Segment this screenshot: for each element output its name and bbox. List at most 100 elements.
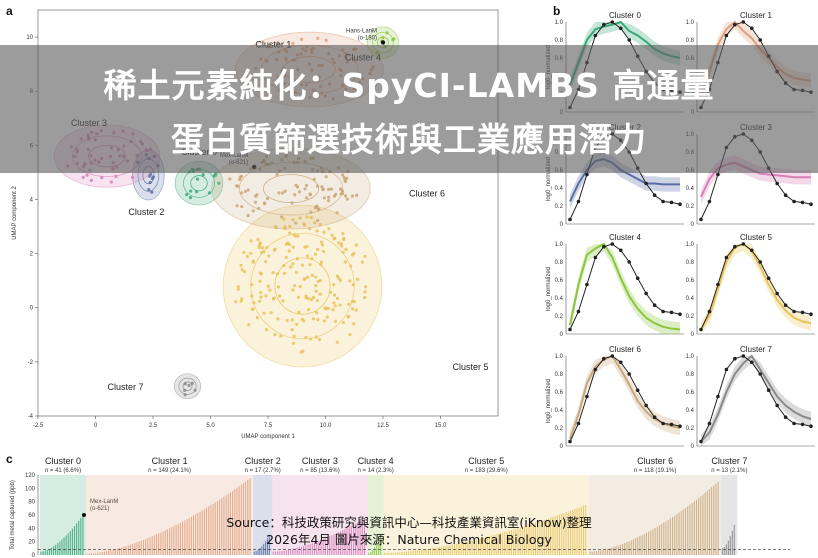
umap-point bbox=[283, 271, 287, 275]
bar-cluster-label: Cluster 1 bbox=[152, 456, 188, 466]
umap-point bbox=[291, 41, 295, 46]
reference-point bbox=[652, 303, 657, 308]
umap-point bbox=[217, 181, 221, 185]
umap-point bbox=[304, 196, 309, 200]
umap-point bbox=[288, 224, 292, 229]
reference-point bbox=[610, 242, 615, 246]
umap-point bbox=[89, 178, 93, 183]
umap-point bbox=[354, 308, 359, 312]
reference-point bbox=[766, 276, 771, 281]
umap-point bbox=[293, 193, 297, 197]
bar-cluster-count: n = 13 (2.1%) bbox=[711, 468, 747, 474]
reference-line bbox=[700, 355, 812, 442]
reference-point bbox=[800, 200, 805, 205]
umap-point bbox=[286, 241, 290, 245]
umap-point bbox=[276, 41, 280, 45]
umap-point bbox=[308, 192, 312, 196]
umap-point bbox=[249, 239, 253, 243]
subplot-y-tick-label: 0.8 bbox=[686, 260, 695, 266]
umap-point bbox=[324, 175, 328, 179]
umap-point bbox=[326, 187, 331, 191]
umap-point bbox=[246, 188, 250, 192]
umap-point bbox=[319, 240, 324, 244]
bar-cluster-label: Cluster 3 bbox=[302, 456, 338, 466]
bar-group-cluster-3: Cluster 3 n = 85 (13.6%) bbox=[272, 456, 368, 555]
umap-point bbox=[284, 255, 288, 260]
umap-point bbox=[238, 177, 242, 182]
reference-point bbox=[724, 255, 729, 260]
umap-point bbox=[335, 340, 339, 344]
umap-point bbox=[341, 232, 345, 236]
umap-point bbox=[257, 244, 261, 248]
reference-point bbox=[627, 260, 632, 264]
bar-group-cluster-0: Cluster 0 n = 41 (6.6%) bbox=[40, 456, 87, 555]
umap-point bbox=[319, 260, 324, 264]
reference-point bbox=[661, 309, 665, 314]
umap-point bbox=[249, 251, 253, 256]
umap-point bbox=[309, 216, 313, 220]
cluster-background-band bbox=[253, 475, 273, 555]
reference-point bbox=[783, 303, 788, 308]
umap-point bbox=[363, 290, 367, 294]
umap-point bbox=[239, 299, 243, 303]
subplot-y-tick-label: 1.0 bbox=[686, 354, 695, 360]
umap-point bbox=[315, 184, 320, 188]
reference-point bbox=[792, 199, 796, 204]
reference-point bbox=[707, 309, 712, 314]
umap-point bbox=[258, 241, 262, 245]
reference-point bbox=[766, 388, 771, 393]
subplot-y-tick-label: 0.6 bbox=[555, 278, 564, 284]
y-tick-label: 2 bbox=[30, 252, 34, 258]
reference-point bbox=[568, 217, 572, 222]
umap-point bbox=[338, 303, 342, 307]
umap-point bbox=[292, 233, 296, 237]
panel-label-a: a bbox=[6, 4, 13, 18]
bar-group-cluster-6: Cluster 6 n = 118 (19.1%) bbox=[588, 456, 722, 555]
umap-point bbox=[321, 187, 325, 192]
umap-point bbox=[242, 250, 246, 255]
umap-point bbox=[291, 245, 295, 249]
umap-point bbox=[296, 295, 301, 299]
umap-point bbox=[201, 173, 205, 177]
umap-point bbox=[325, 315, 329, 319]
umap-point bbox=[352, 322, 356, 326]
umap-point bbox=[245, 254, 250, 258]
umap-point bbox=[240, 297, 244, 301]
subplot-y-tick-label: 0.8 bbox=[555, 260, 564, 266]
y-tick-label: 0 bbox=[30, 306, 34, 312]
y-tick-label: -4 bbox=[28, 414, 34, 420]
umap-point bbox=[150, 176, 154, 181]
umap-point bbox=[356, 277, 360, 281]
umap-point bbox=[276, 285, 281, 289]
subplot-y-tick-label: 0.8 bbox=[686, 372, 695, 378]
umap-point bbox=[208, 191, 212, 195]
umap-point bbox=[193, 388, 197, 392]
series-variance-band bbox=[701, 244, 811, 334]
umap-point bbox=[281, 191, 285, 195]
subplot-y-tick-label: 0 bbox=[560, 222, 564, 228]
umap-point bbox=[85, 173, 89, 177]
umap-point bbox=[291, 218, 295, 222]
x-tick-label: 7.5 bbox=[264, 423, 273, 429]
y-axis-label: UMAP component 2 bbox=[12, 186, 18, 240]
umap-point bbox=[255, 315, 259, 320]
reference-point bbox=[593, 33, 598, 38]
reference-point bbox=[585, 394, 589, 399]
banner-title-line-2: 蛋白質篩選技術與工業應用潛力 bbox=[171, 120, 647, 159]
umap-point bbox=[264, 259, 268, 264]
reference-point bbox=[699, 217, 703, 222]
bar-annotation-sublabel: (o-621) bbox=[90, 506, 109, 512]
umap-point bbox=[347, 314, 351, 319]
umap-point bbox=[114, 174, 118, 179]
umap-point bbox=[328, 290, 333, 294]
subplot-y-tick-label: 0.6 bbox=[686, 390, 695, 396]
cluster-contour bbox=[182, 381, 193, 391]
reference-point bbox=[724, 33, 729, 38]
subplot-y-tick-label: 1.0 bbox=[555, 242, 564, 248]
annotation-label: Hans-LanM bbox=[346, 28, 377, 34]
umap-point bbox=[188, 196, 193, 200]
title-banner: 稀土元素純化：SpyCI-LAMBS 高通量 蛋白質篩選技術與工業應用潛力 bbox=[0, 45, 818, 173]
subplot-title: Cluster 4 bbox=[609, 233, 642, 242]
umap-point bbox=[335, 296, 340, 300]
reference-point bbox=[749, 26, 754, 31]
